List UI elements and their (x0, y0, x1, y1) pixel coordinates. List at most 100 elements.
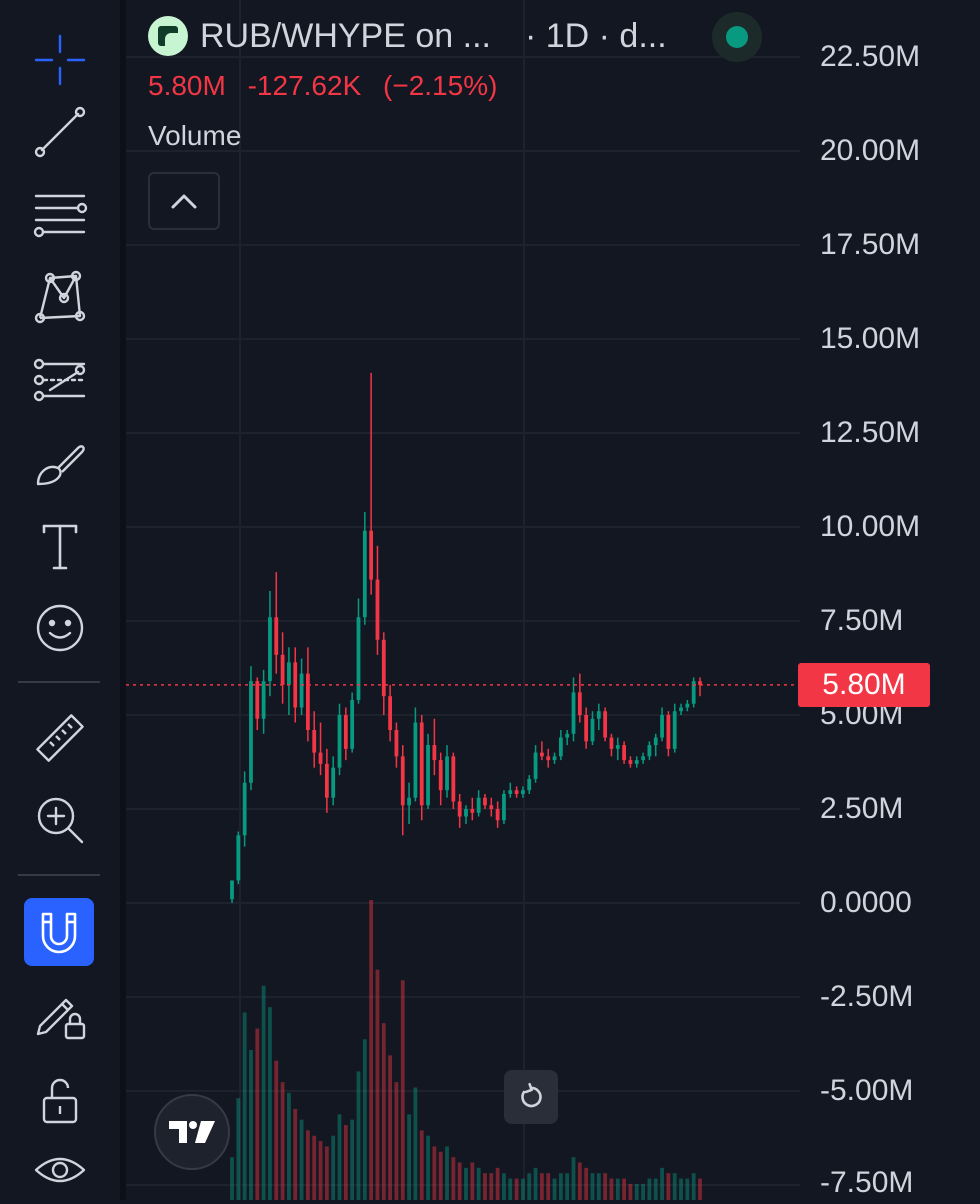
zoom-in-icon[interactable] (18, 786, 102, 854)
price-axis-label: 22.50M (820, 40, 921, 73)
xabcd-pattern-icon[interactable] (18, 262, 102, 330)
candle-body (502, 793, 506, 821)
candle-body (514, 790, 519, 794)
volume-bar (609, 1178, 614, 1200)
candle-body (369, 530, 374, 580)
candle-body (299, 673, 304, 708)
lock-drawings-icon[interactable] (18, 980, 102, 1048)
candle-body (464, 809, 468, 817)
volume-bar (230, 1157, 234, 1200)
exchange-logo-icon (148, 16, 188, 56)
volume-bar (628, 1183, 633, 1200)
volume-bar (590, 1173, 595, 1200)
volume-bar (388, 1055, 393, 1200)
volume-bar (400, 980, 405, 1200)
candle-body (274, 617, 279, 655)
candle-body (426, 745, 430, 806)
volume-bar (457, 1162, 462, 1200)
volume-bar (432, 1146, 437, 1200)
crosshair-icon[interactable] (18, 26, 102, 94)
candle-body (489, 805, 494, 809)
candle-body (672, 711, 677, 749)
candle-body (230, 880, 234, 900)
interval-label[interactable]: · 1D · d... (524, 16, 667, 55)
eye-icon[interactable] (18, 1136, 102, 1204)
volume-bar (362, 1039, 367, 1200)
volume-bar (381, 1023, 386, 1200)
candle-body (558, 737, 563, 757)
volume-bar (445, 1146, 449, 1200)
volume-bar (565, 1173, 570, 1200)
change-percent: (−2.15%) (383, 70, 498, 101)
symbol-name[interactable]: RUB/WHYPE on ... (200, 16, 491, 55)
candlesticks (230, 372, 702, 903)
magnet-icon[interactable] (24, 898, 94, 966)
unlock-icon[interactable] (18, 1066, 102, 1134)
price-axis-label: 12.50M (820, 416, 921, 449)
volume-bar (419, 1130, 424, 1200)
candle-body (375, 579, 380, 640)
symbol-legend[interactable]: RUB/WHYPE on ... · 1D · d... (148, 14, 667, 58)
candle-body (445, 756, 449, 791)
volume-bar (464, 1167, 468, 1200)
candle-body (641, 756, 645, 761)
volume-bar (394, 1082, 399, 1200)
volume-bar (299, 1119, 304, 1200)
candle-body (419, 722, 424, 806)
volume-bar (293, 1108, 298, 1200)
candle-body (400, 756, 405, 806)
candle-body (565, 733, 570, 738)
volume-bar (287, 1092, 291, 1200)
legend-values: 5.80M -127.62K (−2.15%) (148, 70, 511, 102)
candle-body (577, 692, 582, 715)
candle-body (533, 752, 538, 779)
volume-bar (672, 1173, 677, 1200)
candle-body (356, 617, 361, 700)
candle-body (546, 756, 551, 761)
volume-bar (508, 1178, 513, 1200)
candle-body (457, 801, 462, 817)
volume-bar (375, 969, 380, 1200)
candle-body (590, 718, 595, 742)
volume-bar (521, 1178, 525, 1200)
candle-body (362, 530, 367, 618)
candle-body (451, 756, 456, 802)
forecast-icon[interactable] (18, 346, 102, 414)
candle-body (381, 639, 386, 697)
text-icon[interactable] (18, 512, 102, 580)
volume-bar (552, 1178, 557, 1200)
candle-body (521, 790, 525, 794)
chart-grid (126, 0, 800, 1200)
fib-retracement-icon[interactable] (18, 180, 102, 248)
volume-bar (350, 1119, 355, 1200)
chart-canvas[interactable] (126, 0, 980, 1200)
brush-icon[interactable] (18, 430, 102, 498)
volume-bar (698, 1178, 702, 1200)
volume-bar (660, 1167, 664, 1200)
volume-indicator-label[interactable]: Volume (148, 120, 242, 151)
volume-bar (255, 1028, 260, 1200)
candle-body (287, 662, 291, 685)
candle-body (255, 681, 260, 719)
volume-bar (546, 1173, 551, 1200)
collapse-legend-button[interactable] (148, 172, 220, 230)
emoji-icon[interactable] (18, 594, 102, 662)
market-status-icon[interactable] (712, 12, 762, 62)
volume-bar (242, 1012, 247, 1200)
candle-body (660, 715, 664, 738)
volume-bar (438, 1151, 443, 1200)
volume-bar (495, 1167, 500, 1200)
trend-line-icon[interactable] (18, 98, 102, 166)
candle-body (331, 767, 336, 798)
candle-body (318, 752, 323, 764)
price-axis-label: 7.50M (820, 604, 904, 637)
candle-body (634, 760, 639, 764)
candle-body (603, 711, 608, 738)
ruler-icon[interactable] (18, 704, 102, 772)
volume-bar (312, 1135, 317, 1200)
volume-bar (451, 1157, 456, 1200)
reset-chart-button[interactable] (504, 1070, 558, 1124)
candle-body (622, 745, 627, 761)
volume-bar (527, 1173, 532, 1200)
tradingview-logo[interactable] (154, 1094, 230, 1170)
